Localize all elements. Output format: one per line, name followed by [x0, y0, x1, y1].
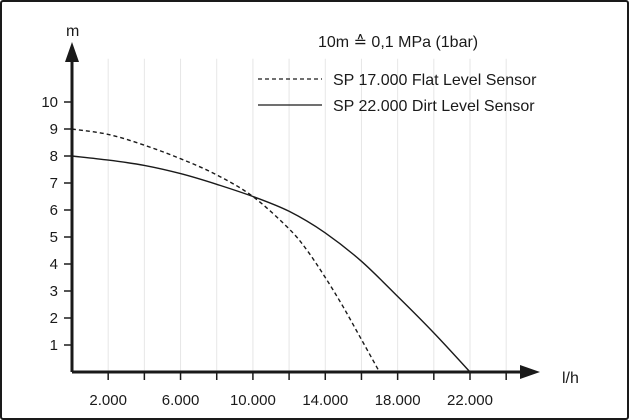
legend: SP 17.000 Flat Level Sensor SP 22.000 Di… [258, 72, 537, 115]
x-tick-label: 2.000 [89, 392, 127, 409]
y-tick-label: 1 [50, 337, 58, 354]
series-line-sp22000 [71, 155, 471, 373]
x-tick-label: 22.000 [447, 392, 493, 409]
pressure-note: 10m ≙ 0,1 MPa (1bar) [318, 34, 478, 51]
y-tick-label: 4 [50, 256, 58, 273]
y-tick-label: 3 [50, 283, 58, 300]
y-tick-label: 9 [50, 121, 58, 138]
y-tick-label: 10 [41, 94, 58, 111]
x-tick-label: 14.000 [302, 392, 348, 409]
y-tick-label: 6 [50, 202, 58, 219]
x-axis-label: l/h [562, 370, 579, 387]
y-tick-label: 2 [50, 310, 58, 327]
y-tick-label: 7 [50, 175, 58, 192]
legend-label-sp22000: SP 22.000 Dirt Level Sensor [333, 98, 535, 115]
legend-label-sp17000: SP 17.000 Flat Level Sensor [333, 72, 537, 89]
series-line-sp17000 [71, 128, 381, 373]
y-axis-arrow [65, 42, 79, 62]
y-axis-label: m [66, 23, 79, 40]
x-axis-arrow [520, 365, 540, 379]
x-tick-label: 6.000 [162, 392, 200, 409]
y-tick-label: 8 [50, 148, 58, 165]
x-tick-label: 18.000 [375, 392, 421, 409]
x-tick-label: 10.000 [230, 392, 276, 409]
y-tick-label: 5 [50, 229, 58, 246]
